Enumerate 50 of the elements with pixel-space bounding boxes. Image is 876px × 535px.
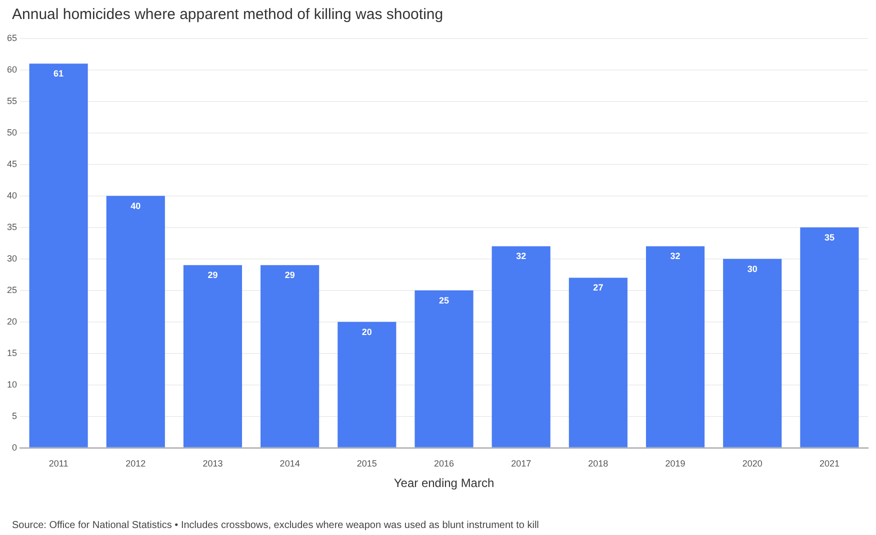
data-label: 32 (516, 251, 526, 262)
data-label: 40 (130, 200, 141, 211)
bar (492, 246, 550, 448)
y-tick-label: 20 (6, 316, 18, 326)
x-tick-label: 2011 (48, 458, 68, 469)
x-tick-label: 2013 (202, 458, 223, 469)
x-axis-title: Year ending March (394, 476, 494, 490)
data-label: 30 (747, 264, 758, 274)
x-tick-label: 2021 (819, 458, 840, 469)
y-tick-label: 25 (6, 284, 18, 295)
y-tick-label: 0 (12, 442, 18, 452)
x-tick-label: 2016 (434, 458, 454, 469)
y-tick-label: 45 (6, 158, 18, 169)
y-tick-label: 10 (6, 379, 18, 390)
y-tick-label: 40 (6, 190, 18, 200)
bar (183, 265, 242, 448)
source-note: Source: Office for National Statistics • Includes crossbows, excludes where weapon was used as blunt instrument to kill (12, 520, 539, 531)
bar (568, 278, 628, 448)
data-label: 29 (208, 270, 218, 280)
data-label: 35 (824, 232, 834, 242)
data-label: 32 (670, 251, 680, 262)
data-label: 20 (362, 326, 372, 337)
y-tick-label: 35 (6, 222, 18, 232)
y-tick-label: 60 (6, 64, 18, 74)
x-tick-label: 2017 (511, 458, 532, 469)
bar (260, 265, 320, 448)
y-tick-label: 15 (6, 348, 18, 358)
bar (646, 246, 705, 448)
y-tick-label: 30 (6, 253, 18, 264)
y-tick-label: 65 (6, 32, 18, 43)
data-label: 29 (284, 270, 295, 280)
bar (29, 64, 88, 448)
bar (800, 227, 859, 448)
x-tick-label: 2018 (588, 458, 608, 469)
x-tick-label: 2014 (280, 458, 300, 469)
y-tick-label: 5 (12, 410, 18, 421)
data-label: 27 (593, 282, 604, 293)
chart-title: Annual homicides where apparent method of killing was shooting (12, 6, 444, 23)
data-label: 25 (439, 295, 450, 306)
x-tick-label: 2012 (126, 458, 146, 469)
x-tick-label: 2020 (742, 458, 762, 469)
data-label: 61 (54, 68, 64, 79)
x-tick-label: 2015 (356, 458, 377, 469)
y-tick-label: 50 (6, 127, 18, 138)
bar (338, 322, 396, 448)
bar (723, 258, 782, 448)
y-tick-label: 55 (6, 96, 18, 106)
bar (414, 290, 474, 448)
bar (106, 196, 165, 448)
x-tick-label: 2019 (665, 458, 686, 469)
